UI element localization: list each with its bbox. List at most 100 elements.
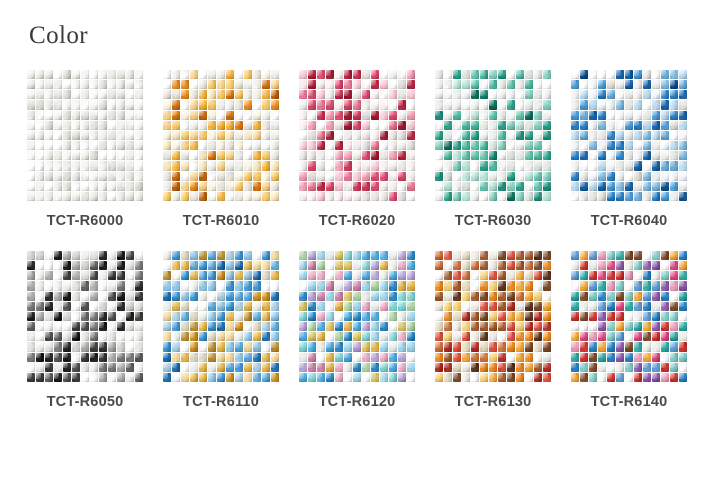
mosaic-tile	[353, 311, 361, 322]
mosaic-tile	[208, 110, 216, 120]
mosaic-tile	[589, 171, 597, 181]
mosaic-tile	[90, 281, 98, 291]
mosaic-tile	[453, 110, 461, 120]
mosaic-tile	[353, 80, 361, 90]
mosaic-tile	[634, 181, 642, 192]
mosaic-tile	[507, 362, 515, 373]
swatch-item[interactable]: TCT-R6130	[435, 251, 551, 410]
mosaic-tile	[108, 181, 116, 192]
mosaic-tile	[589, 271, 597, 281]
mosaic-tile	[117, 372, 125, 382]
mosaic-tile	[217, 161, 225, 171]
mosaic-tile-board[interactable]	[435, 70, 551, 201]
mosaic-tile	[190, 130, 198, 141]
mosaic-tile	[344, 181, 352, 192]
mosaic-tile	[335, 332, 343, 342]
mosaic-tile	[308, 301, 316, 312]
mosaic-tile	[108, 291, 116, 301]
swatch-item[interactable]: TCT-R6020	[299, 70, 415, 229]
mosaic-tile	[199, 372, 207, 382]
mosaic-tile	[262, 322, 270, 332]
mosaic-tile	[679, 322, 687, 332]
mosaic-tile-board[interactable]	[27, 70, 143, 201]
mosaic-tile	[525, 161, 533, 171]
mosaic-tile	[616, 332, 624, 342]
mosaic-tile-board[interactable]	[163, 70, 279, 201]
mosaic-tile	[81, 171, 89, 181]
mosaic-tile	[407, 161, 415, 171]
mosaic-tile	[244, 372, 252, 382]
mosaic-tile	[435, 322, 443, 332]
mosaic-tile	[580, 161, 588, 171]
mosaic-tile	[543, 110, 551, 120]
mosaic-tile	[407, 261, 415, 271]
mosaic-tile	[534, 161, 542, 171]
mosaic-tile	[63, 120, 71, 131]
mosaic-tile	[63, 322, 71, 332]
mosaic-tile	[580, 70, 588, 80]
mosaic-tile	[435, 130, 443, 141]
mosaic-tile	[135, 291, 143, 301]
mosaic-tile	[72, 151, 80, 161]
mosaic-tile	[480, 80, 488, 90]
mosaic-tile	[598, 181, 606, 192]
mosaic-tile	[407, 291, 415, 301]
mosaic-tile	[126, 332, 134, 342]
mosaic-tile	[45, 342, 53, 352]
mosaic-tile	[253, 261, 261, 271]
mosaic-tile	[444, 120, 452, 131]
mosaic-tile	[670, 171, 678, 181]
mosaic-tile	[435, 342, 443, 352]
mosaic-tile	[580, 151, 588, 161]
mosaic-tile-board[interactable]	[299, 70, 415, 201]
mosaic-tile	[226, 311, 234, 322]
mosaic-tile-board[interactable]	[299, 251, 415, 382]
mosaic-tile-board[interactable]	[571, 251, 687, 382]
mosaic-tile	[335, 70, 343, 80]
mosaic-tile-board[interactable]	[27, 251, 143, 382]
mosaic-tile	[81, 332, 89, 342]
mosaic-tile	[534, 90, 542, 100]
swatch-item[interactable]: TCT-R6010	[163, 70, 279, 229]
mosaic-tile	[679, 181, 687, 192]
mosaic-tile	[580, 362, 588, 373]
mosaic-tile-board[interactable]	[163, 251, 279, 382]
mosaic-tile	[489, 352, 497, 362]
mosaic-tile	[317, 110, 325, 120]
mosaic-tile	[190, 120, 198, 131]
mosaic-tile	[36, 161, 44, 171]
mosaic-tile	[616, 291, 624, 301]
mosaic-tile	[135, 181, 143, 192]
mosaic-tile	[525, 70, 533, 80]
mosaic-tile	[344, 80, 352, 90]
mosaic-tile	[326, 100, 334, 110]
mosaic-tile	[308, 291, 316, 301]
mosaic-tile-board[interactable]	[571, 70, 687, 201]
mosaic-tile	[117, 70, 125, 80]
mosaic-tile	[589, 191, 597, 201]
mosaic-tile	[208, 70, 216, 80]
mosaic-tile	[235, 110, 243, 120]
swatch-item[interactable]: TCT-R6110	[163, 251, 279, 410]
mosaic-tile	[389, 100, 397, 110]
mosaic-tile	[435, 291, 443, 301]
swatch-item[interactable]: TCT-R6000	[27, 70, 143, 229]
swatch-item[interactable]: TCT-R6120	[299, 251, 415, 410]
swatch-item[interactable]: TCT-R6050	[27, 251, 143, 410]
mosaic-tile	[362, 130, 370, 141]
mosaic-tile	[36, 362, 44, 373]
mosaic-tile	[208, 191, 216, 201]
mosaic-tile	[507, 90, 515, 100]
mosaic-tile	[344, 342, 352, 352]
mosaic-tile	[353, 261, 361, 271]
mosaic-tile-board[interactable]	[435, 251, 551, 382]
swatch-item[interactable]: TCT-R6030	[435, 70, 551, 229]
mosaic-tile	[480, 281, 488, 291]
mosaic-tile	[634, 251, 642, 261]
mosaic-tile	[108, 110, 116, 120]
mosaic-tile	[398, 181, 406, 192]
swatch-item[interactable]: TCT-R6140	[571, 251, 687, 410]
swatch-item[interactable]: TCT-R6040	[571, 70, 687, 229]
mosaic-tile	[244, 352, 252, 362]
